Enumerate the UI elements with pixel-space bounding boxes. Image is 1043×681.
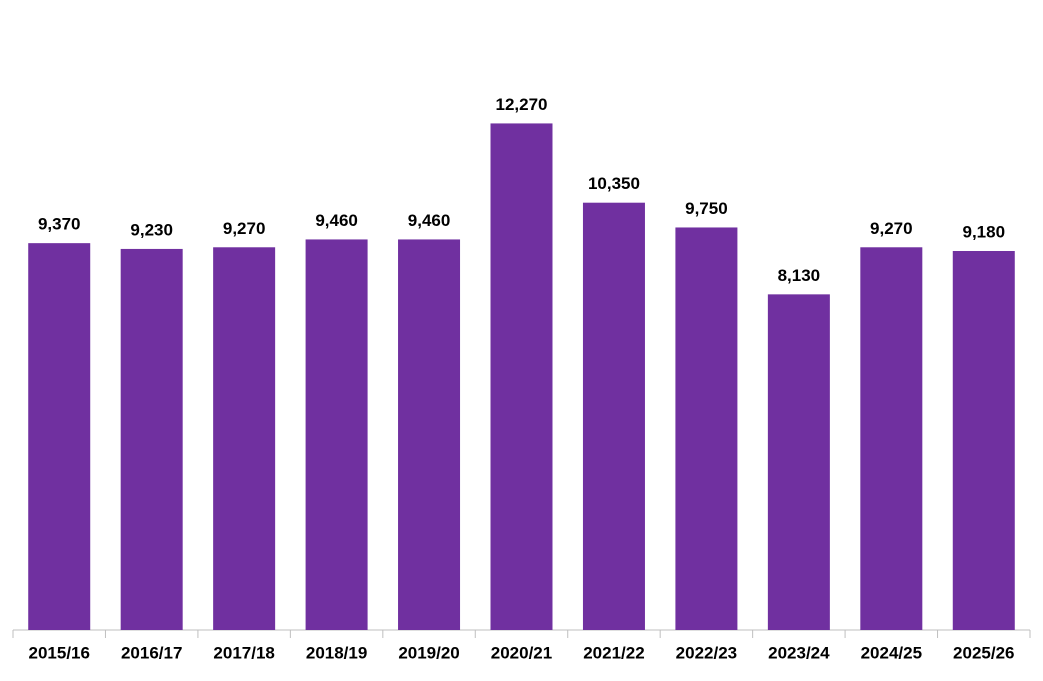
bar xyxy=(767,294,830,630)
value-label: 8,130 xyxy=(778,266,821,285)
x-tick-label: 2022/23 xyxy=(676,643,737,662)
value-label: 9,270 xyxy=(870,219,913,238)
value-label: 9,460 xyxy=(408,211,451,230)
value-label: 10,350 xyxy=(588,174,640,193)
value-label: 12,270 xyxy=(496,95,548,114)
bar xyxy=(398,239,461,631)
bar xyxy=(213,247,276,630)
bar xyxy=(490,123,553,630)
value-label: 9,180 xyxy=(962,222,1005,241)
value-label: 9,750 xyxy=(685,199,728,218)
x-tick-label: 2023/24 xyxy=(768,643,830,662)
x-tick-label: 2024/25 xyxy=(861,643,922,662)
bar xyxy=(28,243,91,630)
bar xyxy=(120,248,183,630)
bar xyxy=(952,250,1015,631)
bar xyxy=(860,247,923,630)
x-tick-label: 2019/20 xyxy=(398,643,459,662)
value-label: 9,270 xyxy=(223,219,266,238)
value-label: 9,370 xyxy=(38,215,81,234)
x-tick-label: 2025/26 xyxy=(953,643,1014,662)
value-label: 9,460 xyxy=(315,211,358,230)
bar xyxy=(305,239,368,631)
x-tick-label: 2016/17 xyxy=(121,643,182,662)
x-tick-label: 2017/18 xyxy=(213,643,274,662)
x-tick-label: 2015/16 xyxy=(29,643,90,662)
x-tick-label: 2020/21 xyxy=(491,643,552,662)
bar xyxy=(675,227,738,630)
x-tick-label: 2021/22 xyxy=(583,643,644,662)
bar xyxy=(582,202,645,630)
value-label: 9,230 xyxy=(130,220,173,239)
x-tick-label: 2018/19 xyxy=(306,643,367,662)
